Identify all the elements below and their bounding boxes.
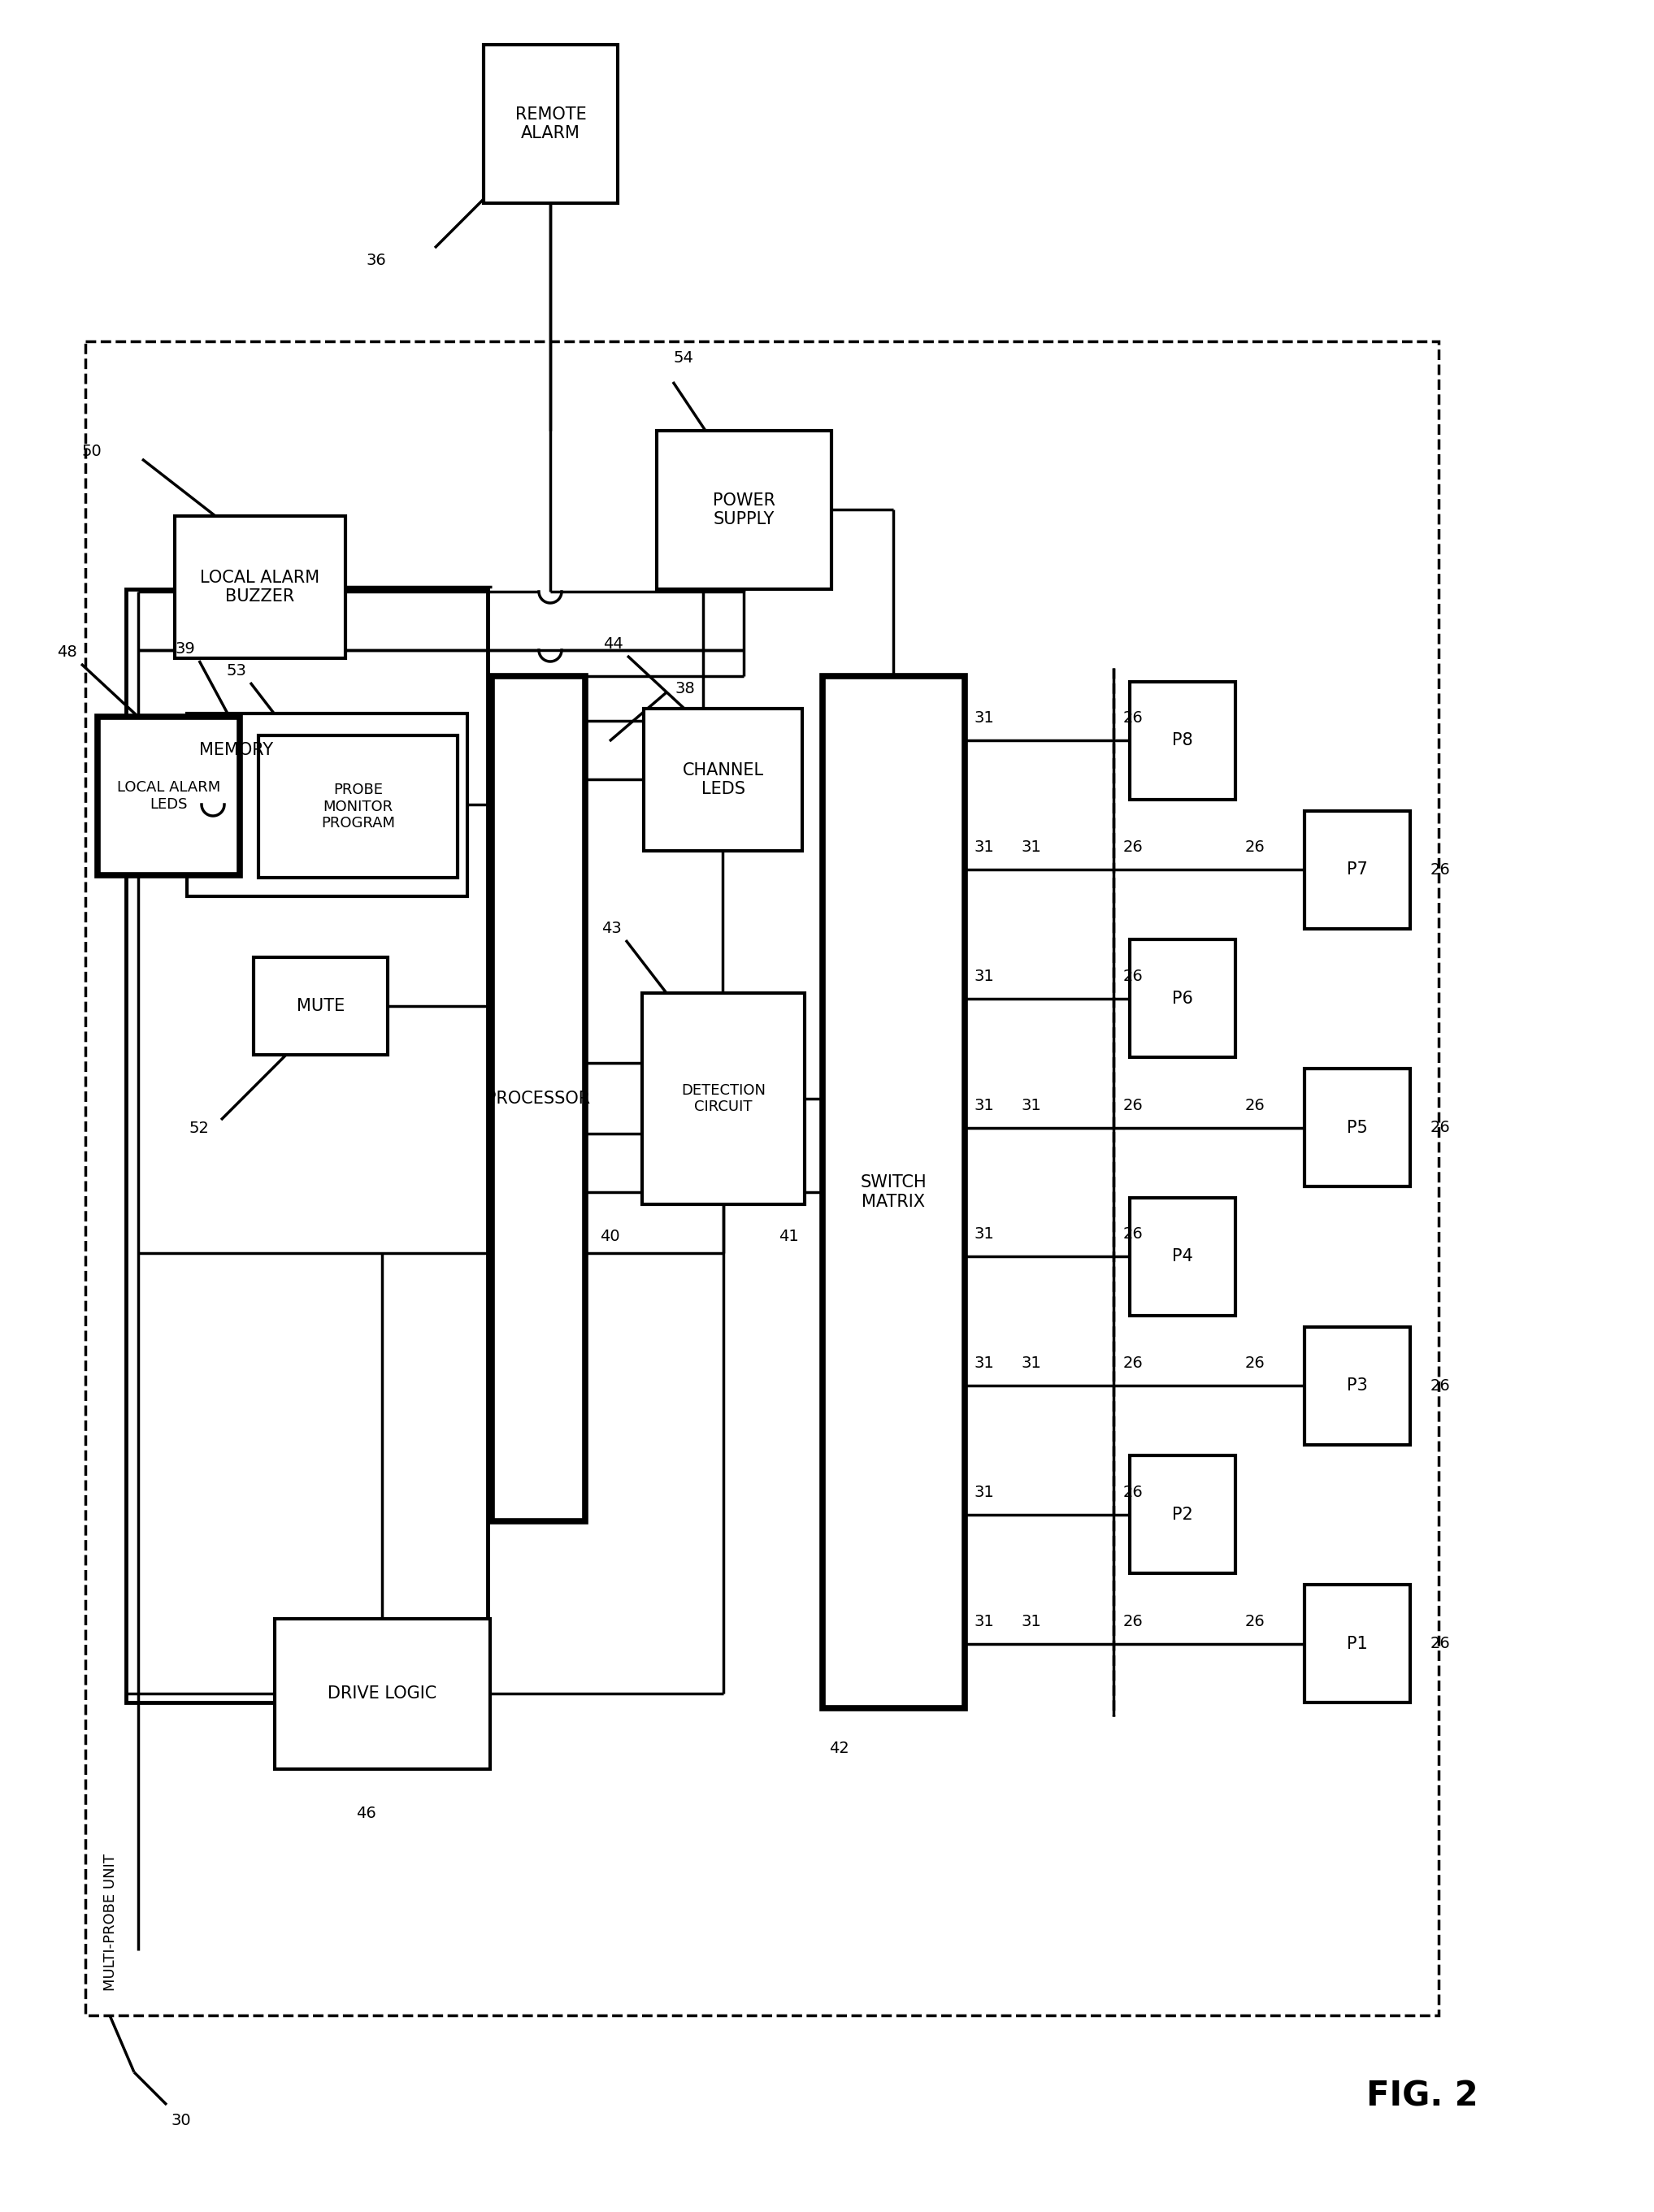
Bar [258,734,458,878]
Text: P7: P7 [1346,860,1368,878]
Text: 31: 31 [974,1613,994,1628]
Text: 39: 39 [175,641,195,657]
Text: P6: P6 [1173,991,1193,1006]
Text: 44: 44 [604,635,624,650]
Bar [491,677,586,1522]
Text: 43: 43 [602,920,622,936]
Text: 26: 26 [1123,1097,1143,1113]
Text: PROBE
MONITOR
PROGRAM: PROBE MONITOR PROGRAM [321,783,395,832]
Text: 40: 40 [600,1228,620,1243]
Text: 26: 26 [1245,1613,1265,1628]
Text: 31: 31 [1022,1097,1042,1113]
Bar [1130,1455,1236,1573]
Bar [253,958,387,1055]
Text: CHANNEL
LEDS: CHANNEL LEDS [683,763,764,796]
Text: 31: 31 [974,969,994,984]
Text: MUTE: MUTE [296,998,344,1013]
Bar [1305,812,1411,929]
Text: 31: 31 [1022,1613,1042,1628]
Text: DRIVE LOGIC: DRIVE LOGIC [327,1686,437,1701]
Bar [642,993,804,1203]
Text: 31: 31 [1022,841,1042,856]
Bar [1130,681,1236,799]
Text: 31: 31 [974,1484,994,1500]
Text: 31: 31 [974,1097,994,1113]
Text: 26: 26 [1245,1356,1265,1371]
Text: P1: P1 [1346,1635,1368,1652]
Text: 31: 31 [974,710,994,726]
Text: 30: 30 [170,2112,190,2128]
Text: 38: 38 [675,681,695,697]
Text: POWER
SUPPLY: POWER SUPPLY [713,493,776,526]
Text: 31: 31 [974,1228,994,1241]
Text: LOCAL ALARM
LEDS: LOCAL ALARM LEDS [117,781,220,812]
Text: 26: 26 [1431,863,1451,878]
Text: 42: 42 [829,1741,849,1756]
Text: 52: 52 [189,1119,208,1135]
Bar [187,714,468,896]
Text: 26: 26 [1431,1119,1451,1135]
Text: MULTI-PROBE UNIT: MULTI-PROBE UNIT [103,1854,117,1991]
Text: 26: 26 [1123,1484,1143,1500]
Text: PROCESSOR: PROCESSOR [486,1091,590,1106]
Text: 26: 26 [1123,1356,1143,1371]
Bar [822,677,964,1708]
Text: 26: 26 [1245,1097,1265,1113]
Text: 54: 54 [673,349,693,365]
Bar [1130,1197,1236,1316]
Text: P3: P3 [1346,1378,1368,1394]
Text: 41: 41 [779,1228,799,1243]
Bar [1130,940,1236,1057]
Text: SWITCH
MATRIX: SWITCH MATRIX [860,1175,926,1210]
Bar [657,431,832,588]
Text: FIG. 2: FIG. 2 [1366,2079,1479,2115]
Bar [1305,1584,1411,1703]
Bar [275,1619,490,1770]
Text: 26: 26 [1431,1637,1451,1652]
Bar [643,708,802,852]
Text: P8: P8 [1173,732,1193,748]
Text: 31: 31 [974,841,994,856]
Text: 26: 26 [1123,1228,1143,1241]
Text: 31: 31 [974,1356,994,1371]
Bar [126,588,488,1703]
Text: 46: 46 [356,1805,375,1820]
Text: 26: 26 [1431,1378,1451,1394]
Text: 26: 26 [1123,710,1143,726]
Bar [483,44,617,204]
Text: 26: 26 [1245,841,1265,856]
Text: 48: 48 [58,644,78,659]
Text: 53: 53 [227,664,246,679]
Text: P4: P4 [1173,1248,1193,1265]
Bar [1305,1068,1411,1186]
Bar [86,341,1439,2015]
Text: REMOTE
ALARM: REMOTE ALARM [514,106,586,142]
Text: 31: 31 [1022,1356,1042,1371]
Bar [98,717,240,876]
Bar [1305,1327,1411,1444]
Text: 26: 26 [1123,1613,1143,1628]
Text: 50: 50 [81,442,101,458]
Text: 26: 26 [1123,841,1143,856]
Text: DETECTION
CIRCUIT: DETECTION CIRCUIT [681,1084,766,1115]
Text: MEMORY: MEMORY [198,741,273,759]
Text: P5: P5 [1346,1119,1368,1135]
Bar [175,515,346,659]
Text: 36: 36 [366,252,385,268]
Text: P2: P2 [1173,1506,1193,1522]
Text: 26: 26 [1123,969,1143,984]
Text: LOCAL ALARM
BUZZER: LOCAL ALARM BUZZER [200,568,319,604]
